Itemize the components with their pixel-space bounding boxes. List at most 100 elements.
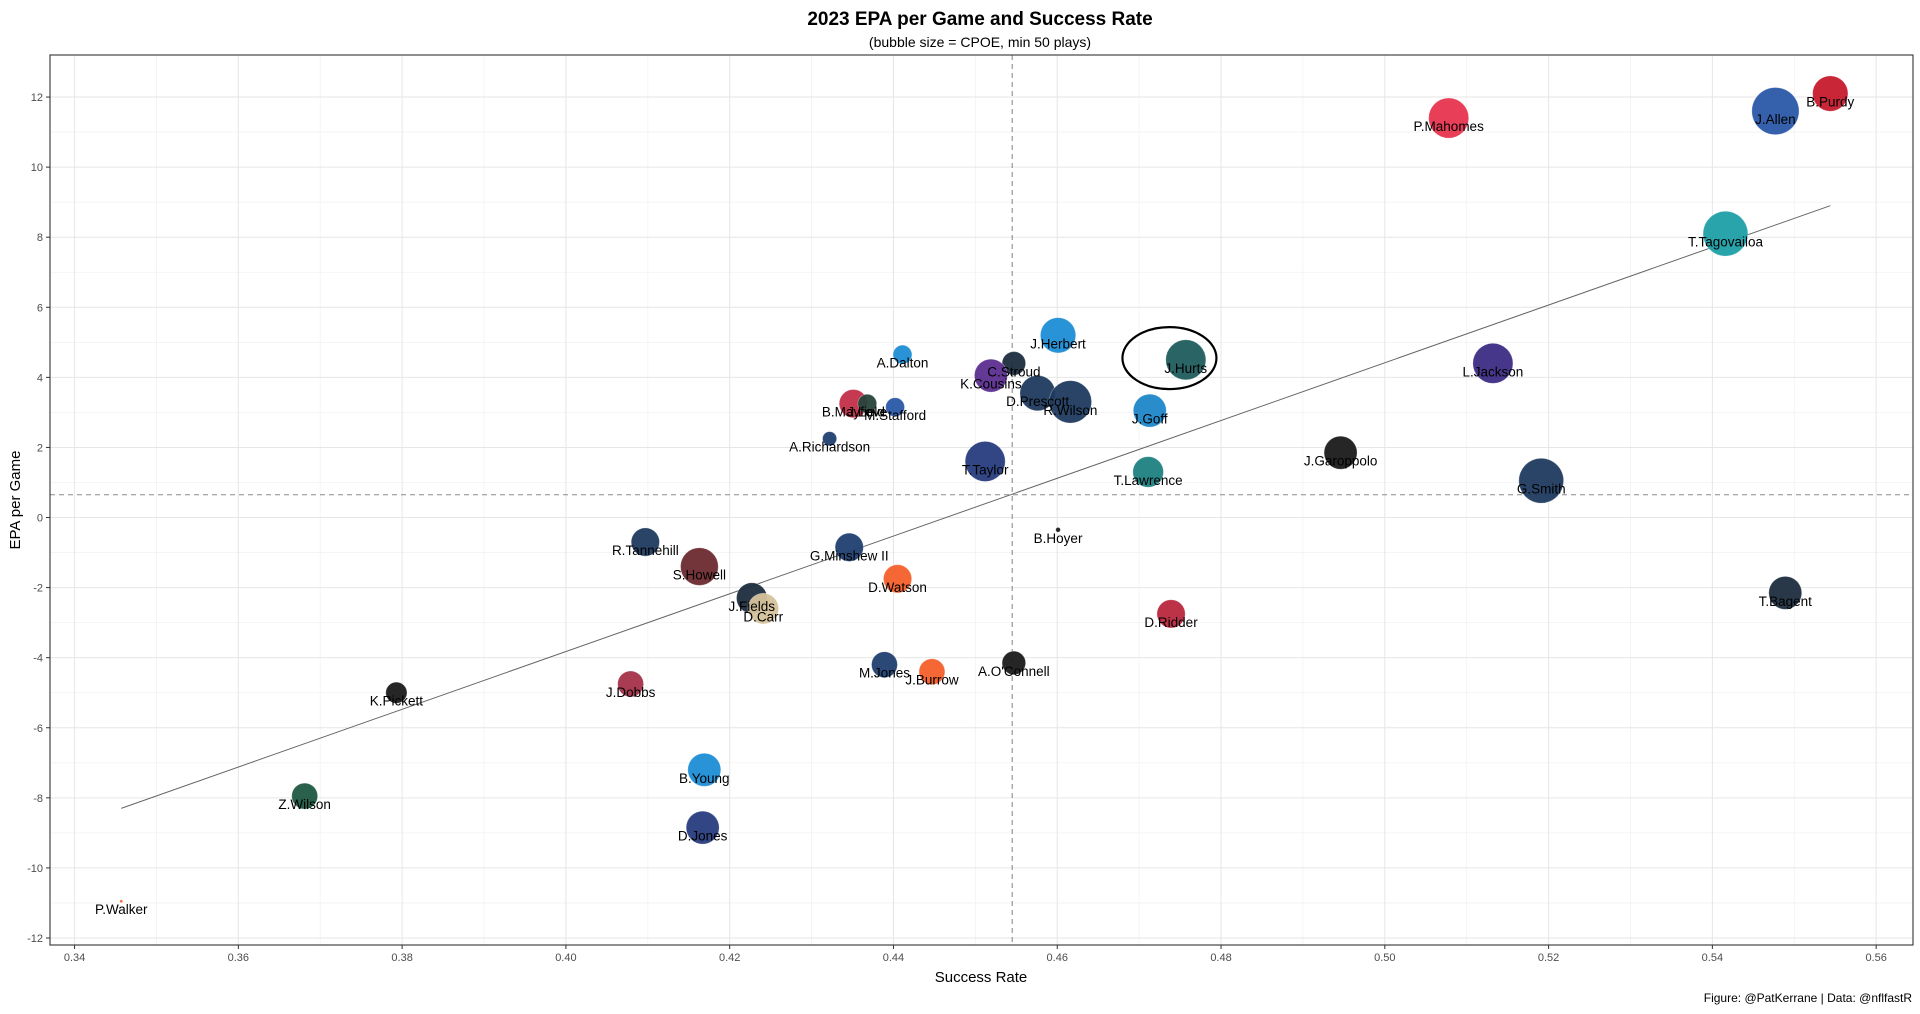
bubble-l-jackson	[1472, 342, 1514, 384]
x-tick-label: 0.40	[555, 952, 576, 964]
x-tick-label: 0.42	[719, 952, 740, 964]
point-label-g-minshew-ii: G.Minshew II	[810, 548, 889, 563]
point-label-j-hurts: J.Hurts	[1164, 361, 1207, 376]
y-tick-label: 8	[37, 232, 43, 244]
x-tick-label: 0.38	[391, 952, 412, 964]
point-label-p-mahomes: P.Mahomes	[1414, 119, 1485, 134]
bubble-a-o-connell	[1001, 650, 1027, 676]
y-tick-label: 10	[31, 162, 43, 174]
point-label-j-burrow: J.Burrow	[905, 673, 959, 688]
bubble-b-young	[687, 752, 722, 787]
bubble-t-lawrence	[1132, 456, 1164, 488]
point-label-t-lawrence: T.Lawrence	[1114, 473, 1183, 488]
point-label-s-howell: S.Howell	[673, 568, 726, 583]
bubble-r-tannehill	[630, 527, 660, 557]
bubble-j-garoppolo	[1323, 435, 1358, 470]
point-label-t-taylor: T.Taylor	[962, 462, 1009, 477]
bubble-p-walker	[119, 899, 124, 904]
point-label-r-tannehill: R.Tannehill	[612, 543, 679, 558]
point-label-j-love: J.Love	[847, 405, 887, 420]
x-tick-label: 0.56	[1865, 952, 1886, 964]
bubble-p-mahomes	[1428, 97, 1470, 139]
y-tick-label: 4	[37, 372, 43, 384]
x-tick-label: 0.36	[228, 952, 249, 964]
plot-panel-border	[49, 54, 1914, 946]
point-label-j-allen: J.Allen	[1755, 112, 1796, 127]
highlight-ellipse	[1121, 325, 1218, 391]
point-label-b-mayfield: B.Mayfield	[822, 405, 885, 420]
trend-line	[121, 205, 1831, 809]
point-label-d-prescott: D.Prescott	[1006, 394, 1069, 409]
bubble-r-wilson	[1048, 380, 1092, 424]
bubble-j-dobbs	[617, 670, 644, 698]
chart-title: 2023 EPA per Game and Success Rate	[807, 9, 1152, 30]
bubble-b-purdy	[1812, 75, 1849, 112]
point-label-m-jones: M.Jones	[859, 666, 910, 681]
bubble-m-stafford	[885, 397, 905, 417]
bubble-j-hurts	[1165, 339, 1207, 381]
point-label-j-fields: J.Fields	[729, 599, 776, 614]
bubble-j-herbert	[1039, 317, 1077, 354]
bubble-a-richardson	[822, 431, 838, 447]
point-label-r-wilson: R.Wilson	[1043, 403, 1097, 418]
x-tick-label: 0.34	[64, 952, 85, 964]
bubble-j-love	[857, 393, 878, 414]
point-label-d-carr: D.Carr	[743, 610, 783, 625]
point-label-c-stroud: C.Stroud	[987, 364, 1040, 379]
point-label-a-o-connell: A.O'Connell	[978, 664, 1050, 679]
y-tick-label: -6	[33, 723, 43, 735]
point-label-j-herbert: J.Herbert	[1030, 336, 1086, 351]
bubble-c-stroud	[1001, 351, 1027, 376]
point-label-d-ridder: D.Ridder	[1144, 615, 1198, 630]
y-tick-label: -4	[33, 653, 43, 665]
bubble-d-ridder	[1156, 599, 1186, 629]
bubble-t-taylor	[964, 440, 1006, 482]
point-label-z-wilson: Z.Wilson	[278, 797, 331, 812]
point-label-a-richardson: A.Richardson	[789, 440, 870, 455]
point-label-t-tagovailoa: T.Tagovailoa	[1688, 235, 1764, 250]
y-tick-label: 2	[37, 442, 43, 454]
bubble-b-hoyer	[1055, 527, 1061, 533]
x-tick-label: 0.44	[883, 952, 904, 964]
y-tick-label: 12	[31, 92, 43, 104]
x-tick-label: 0.48	[1210, 952, 1231, 964]
bubble-z-wilson	[291, 782, 319, 810]
point-label-b-purdy: B.Purdy	[1806, 95, 1854, 110]
bubble-k-pickett	[385, 681, 408, 704]
y-axis-ticks: 12 10 8 6 4 2 0 -2 -4 -6 -8 -10 -12	[27, 92, 50, 945]
x-axis-ticks: 0.34 0.36 0.38 0.40 0.42 0.44 0.46 0.48 0.50 0.52…	[64, 945, 1887, 964]
x-tick-label: 0.54	[1702, 952, 1723, 964]
x-tick-label: 0.46	[1047, 952, 1068, 964]
y-tick-label: -12	[27, 933, 43, 945]
x-tick-label: 0.50	[1374, 952, 1395, 964]
point-label-g-smith: G.Smith	[1517, 482, 1566, 497]
chart-subtitle: (bubble size = CPOE, min 50 plays)	[869, 34, 1091, 50]
bubble-layer	[119, 75, 1849, 904]
point-label-d-watson: D.Watson	[868, 580, 927, 595]
bubble-g-minshew-ii	[834, 532, 864, 562]
bubble-j-goff	[1132, 393, 1167, 428]
point-label-j-dobbs: J.Dobbs	[606, 685, 656, 700]
x-axis-title: Success Rate	[935, 969, 1028, 986]
y-tick-label: -8	[33, 793, 43, 805]
x-tick-label: 0.52	[1538, 952, 1559, 964]
bubble-j-burrow	[918, 658, 946, 686]
bubble-d-jones	[685, 810, 720, 845]
bubble-g-smith	[1518, 457, 1565, 504]
point-label-t-bagent: T.Bagent	[1759, 594, 1813, 609]
bubble-d-carr	[747, 592, 780, 625]
bubble-s-howell	[680, 547, 719, 586]
reference-lines	[50, 55, 1913, 945]
y-tick-label: -2	[33, 583, 43, 595]
point-label-d-jones: D.Jones	[678, 829, 728, 844]
bubble-t-bagent	[1768, 575, 1803, 610]
chart-caption: Figure: @PatKerrane | Data: @nflfastR	[1704, 991, 1913, 1005]
bubble-d-watson	[883, 564, 913, 594]
y-tick-label: -10	[27, 863, 43, 875]
point-label-k-cousins: K.Cousins	[960, 377, 1022, 392]
y-axis-title: EPA per Game	[7, 451, 24, 550]
bubble-m-jones	[871, 651, 898, 679]
point-label-l-jackson: L.Jackson	[1463, 364, 1524, 379]
grid-layer	[50, 55, 1913, 945]
bubble-a-dalton	[892, 344, 913, 365]
